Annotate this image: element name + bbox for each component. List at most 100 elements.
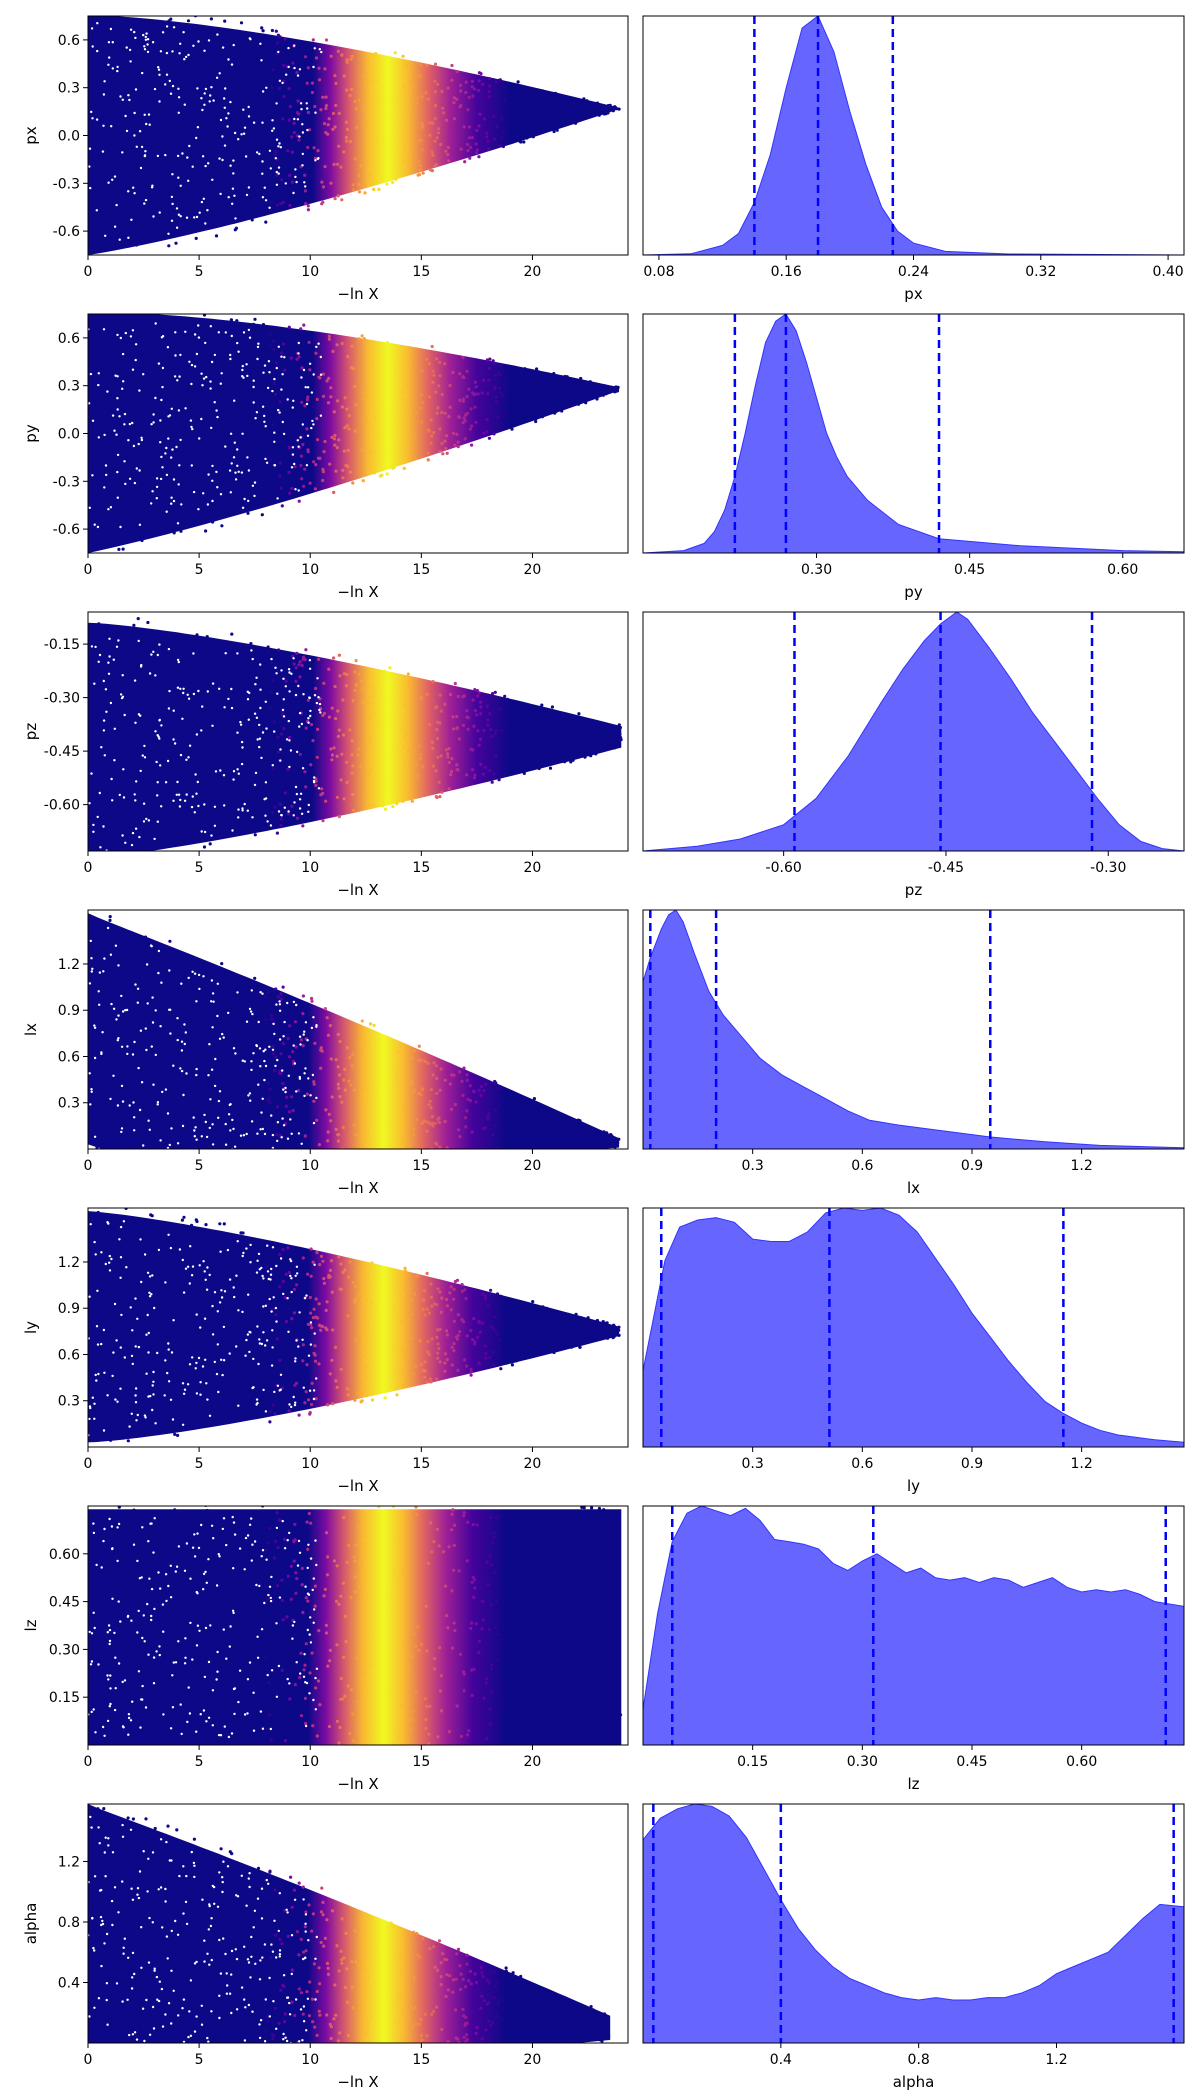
scatter-point	[248, 53, 252, 58]
scatter-gap	[307, 721, 310, 724]
scatter-point	[97, 1046, 101, 1050]
scatter-point	[360, 1142, 364, 1147]
scatter-point	[519, 131, 523, 135]
scatter-point	[271, 810, 275, 815]
scatter-point	[161, 647, 165, 651]
scatter-point	[462, 416, 466, 420]
scatter-point	[280, 504, 284, 508]
scatter-point	[326, 1139, 330, 1143]
scatter-point	[297, 138, 301, 142]
scatter-point	[187, 409, 191, 413]
scatter-gap	[88, 506, 92, 509]
scatter-gap	[91, 117, 94, 120]
scatter-gap	[158, 737, 161, 740]
scatter-point	[221, 1405, 225, 1410]
scatter-point	[391, 180, 395, 184]
scatter-gap	[143, 1414, 147, 1417]
scatter-point	[565, 746, 569, 750]
scatter-point	[477, 1088, 481, 1092]
scatter-point	[147, 225, 151, 229]
scatter-point	[367, 59, 371, 63]
scatter-point	[314, 1397, 318, 1401]
scatter-gap	[89, 372, 93, 376]
scatter-point	[441, 452, 445, 456]
scatter-point	[553, 1326, 557, 1330]
scatter-gap	[232, 778, 235, 781]
scatter-point	[507, 735, 511, 739]
scatter-gap	[133, 192, 136, 195]
scatter-point	[124, 510, 128, 514]
scatter-gap	[107, 63, 110, 66]
scatter-point	[144, 137, 148, 141]
scatter-point	[468, 1084, 472, 1088]
scatter-point	[94, 749, 98, 753]
scatter-point	[177, 820, 181, 825]
scatter-point	[378, 163, 382, 167]
scatter-point	[476, 392, 480, 396]
scatter-gap	[106, 390, 109, 393]
scatter-point	[143, 935, 148, 939]
scatter-gap	[241, 809, 244, 812]
scatter-gap	[254, 771, 258, 775]
scatter-point	[521, 102, 525, 106]
scatter-point	[461, 1093, 465, 1097]
scatter-point	[290, 135, 294, 139]
scatter-point	[242, 1142, 246, 1146]
x-tick-label: 0.40	[1153, 264, 1184, 280]
scatter-point	[230, 632, 234, 636]
scatter-gap	[125, 1266, 128, 1269]
scatter-point	[518, 764, 522, 769]
scatter-point	[168, 213, 172, 217]
scatter-point	[328, 1275, 332, 1279]
scatter-point	[296, 99, 300, 103]
scatter-gap	[135, 1419, 138, 1422]
scatter-point	[410, 1082, 414, 1086]
scatter-point	[482, 729, 486, 733]
scatter-point	[140, 538, 144, 543]
scatter-gap	[268, 371, 271, 374]
scatter-density	[88, 314, 620, 553]
x-tick-label: -0.30	[1090, 860, 1126, 876]
scatter-point	[352, 1123, 356, 1127]
scatter-point	[510, 1363, 514, 1367]
scatter-point	[367, 1323, 371, 1327]
scatter-point	[247, 722, 251, 726]
scatter-gap	[88, 165, 91, 168]
scatter-point	[201, 33, 205, 38]
scatter-point	[311, 1260, 315, 1264]
scatter-point	[182, 1215, 186, 1219]
scatter-point	[304, 648, 308, 652]
scatter-point	[292, 131, 296, 135]
scatter-point	[582, 97, 586, 101]
scatter-point	[117, 684, 121, 688]
scatter-point	[470, 443, 474, 447]
scatter-point	[149, 1288, 153, 1292]
scatter-point	[574, 1340, 578, 1344]
scatter-point	[334, 1127, 338, 1132]
scatter-point	[532, 1136, 536, 1140]
scatter-gap	[174, 331, 177, 334]
scatter-point	[160, 786, 164, 790]
scatter-point	[260, 750, 264, 754]
scatter-gap	[198, 437, 201, 440]
scatter-point	[258, 649, 262, 653]
scatter-point	[265, 454, 269, 459]
scatter-point	[470, 79, 474, 83]
scatter-gap	[151, 1021, 155, 1024]
scatter-point	[483, 765, 488, 769]
scatter-gap	[96, 22, 99, 25]
scatter-point	[356, 1391, 360, 1395]
scatter-point	[537, 403, 541, 407]
scatter-point	[465, 715, 469, 719]
scatter-gap	[109, 506, 113, 509]
scatter-gap	[299, 792, 303, 795]
scatter-point	[522, 761, 526, 765]
scatter-point	[361, 390, 365, 394]
scatter-point	[610, 1134, 614, 1138]
scatter-gap	[156, 1351, 159, 1355]
scatter-point	[612, 1143, 617, 1147]
scatter-point	[147, 803, 151, 807]
scatter-point	[341, 1125, 345, 1130]
scatter-point	[526, 1134, 530, 1138]
scatter-gap	[123, 412, 127, 416]
